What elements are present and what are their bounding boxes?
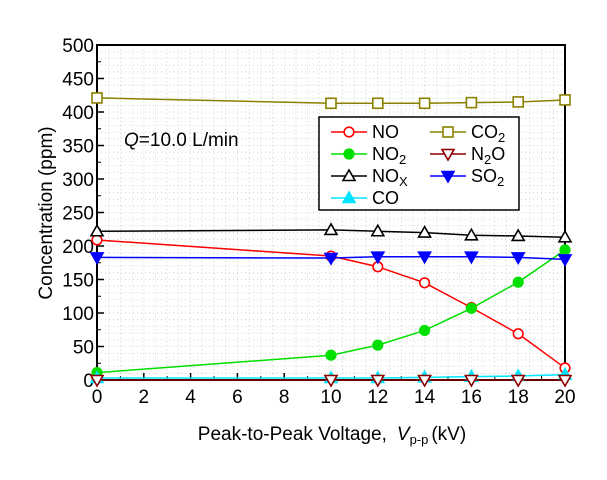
series-co2 [91, 92, 571, 110]
y-tick-label: 450 [62, 70, 94, 91]
x-tick-label: 4 [185, 387, 196, 408]
data-point-so2 [464, 251, 479, 265]
data-point-nox [557, 229, 573, 243]
y-tick-label: 100 [62, 304, 94, 325]
data-point-nox [510, 228, 526, 242]
legend-entry-co: CO [331, 188, 399, 208]
data-point-co2 [465, 96, 478, 109]
legend-entry-co2: CO2 [430, 122, 505, 145]
data-point-co2 [371, 97, 384, 110]
legend-entry-so2: SO2 [430, 166, 504, 189]
data-point-nox [464, 227, 479, 241]
legend-marker-no [343, 126, 355, 138]
data-point-co2 [559, 94, 571, 106]
legend-label-no: NO [372, 122, 399, 142]
y-tick-label: 150 [62, 271, 94, 292]
legend-label-co: CO [372, 188, 399, 208]
data-point-n2o [370, 374, 386, 388]
data-point-no2 [465, 302, 478, 314]
data-point-n2o [417, 374, 432, 388]
data-point-co2 [418, 97, 431, 110]
data-point-no2 [419, 324, 431, 337]
series-layer [89, 92, 573, 388]
legend: NO CO2 NO2 N2O NOX SO2 CO [318, 116, 520, 211]
data-point-co2 [91, 92, 103, 104]
data-point-so2 [417, 251, 432, 265]
data-point-nox [370, 223, 386, 237]
legend-marker-n2o [440, 148, 456, 162]
data-point-n2o [323, 374, 339, 388]
legend-entry-no2: NO2 [331, 144, 406, 167]
legend-label-co2: CO2 [471, 122, 505, 145]
y-tick-label: 200 [62, 237, 94, 258]
legend-label-so2: SO2 [471, 166, 504, 189]
x-axis-label-text: Peak-to-Peak Voltage, [198, 424, 387, 445]
y-tick-label: 250 [62, 204, 94, 225]
legend-marker-nox [341, 168, 357, 182]
data-point-no2 [559, 244, 571, 256]
y-tick-label: 500 [62, 36, 94, 57]
series-nox [89, 222, 573, 243]
data-point-n2o [89, 374, 105, 388]
data-point-nox [89, 223, 105, 237]
data-point-co2 [325, 97, 337, 110]
x-axis-label-symbol: V [397, 424, 412, 445]
data-point-no [512, 328, 524, 340]
data-point-no [419, 277, 431, 289]
data-point-so2 [323, 252, 339, 266]
series-no2 [91, 244, 571, 379]
x-tick-label: 8 [279, 387, 290, 408]
legend-label-no2: NO2 [372, 144, 406, 167]
x-axis-label: Peak-to-Peak Voltage, Vp-p (kV) [198, 424, 466, 447]
x-axis-label-sub: p-p [410, 432, 429, 447]
y-tick-label: 0 [83, 371, 94, 392]
legend-entry-no: NO [331, 122, 399, 142]
y-tick-label: 350 [62, 137, 94, 158]
tick-layer: 0 2 4 6 8 10 12 14 16 18 2005010015020025030035040… [62, 36, 575, 408]
data-point-co2 [512, 96, 525, 108]
x-tick-label: 20 [554, 387, 575, 408]
grid-layer [96, 44, 566, 381]
legend-marker-co2 [442, 126, 454, 138]
data-point-so2 [89, 252, 105, 266]
data-point-no2 [372, 339, 384, 351]
data-point-n2o [464, 374, 479, 388]
x-tick-label: 0 [92, 387, 103, 408]
legend-entry-n2o: N2O [430, 144, 505, 167]
legend-marker-so2 [440, 170, 456, 184]
data-point-nox [323, 222, 339, 236]
data-point-no2 [512, 276, 524, 288]
legend-marker-co [341, 190, 357, 204]
legend-marker-no2 [343, 148, 355, 160]
x-tick-label: 12 [367, 387, 388, 408]
series-so2 [89, 251, 573, 268]
data-point-no2 [325, 349, 337, 361]
annotation-text: =10.0 L/min [139, 130, 239, 151]
x-tick-label: 10 [320, 387, 341, 408]
data-point-so2 [557, 254, 573, 268]
x-axis-label-unit: (kV) [431, 424, 466, 445]
x-tick-label: 16 [461, 387, 482, 408]
y-tick-label: 400 [62, 103, 94, 124]
data-point-no [91, 234, 103, 246]
legend-label-nox: NOX [372, 166, 408, 189]
y-axis-label: Concentration (ppm) [36, 126, 57, 299]
legend-entry-nox: NOX [331, 166, 408, 189]
legend-label-n2o: N2O [471, 144, 505, 167]
data-point-n2o [557, 374, 573, 388]
x-tick-label: 18 [508, 387, 529, 408]
data-point-n2o [510, 374, 526, 388]
annotation-flow-rate: Q=10.0 L/min [124, 130, 239, 151]
y-tick-label: 300 [62, 170, 94, 191]
x-tick-label: 2 [139, 387, 150, 408]
series-n2o [89, 374, 573, 388]
x-tick-label: 6 [232, 387, 243, 408]
data-point-so2 [510, 252, 526, 266]
data-point-so2 [370, 251, 386, 265]
annotation-symbol: Q [124, 130, 139, 151]
data-point-nox [417, 224, 432, 238]
y-tick-label: 50 [73, 338, 94, 359]
x-tick-label: 14 [414, 387, 436, 408]
